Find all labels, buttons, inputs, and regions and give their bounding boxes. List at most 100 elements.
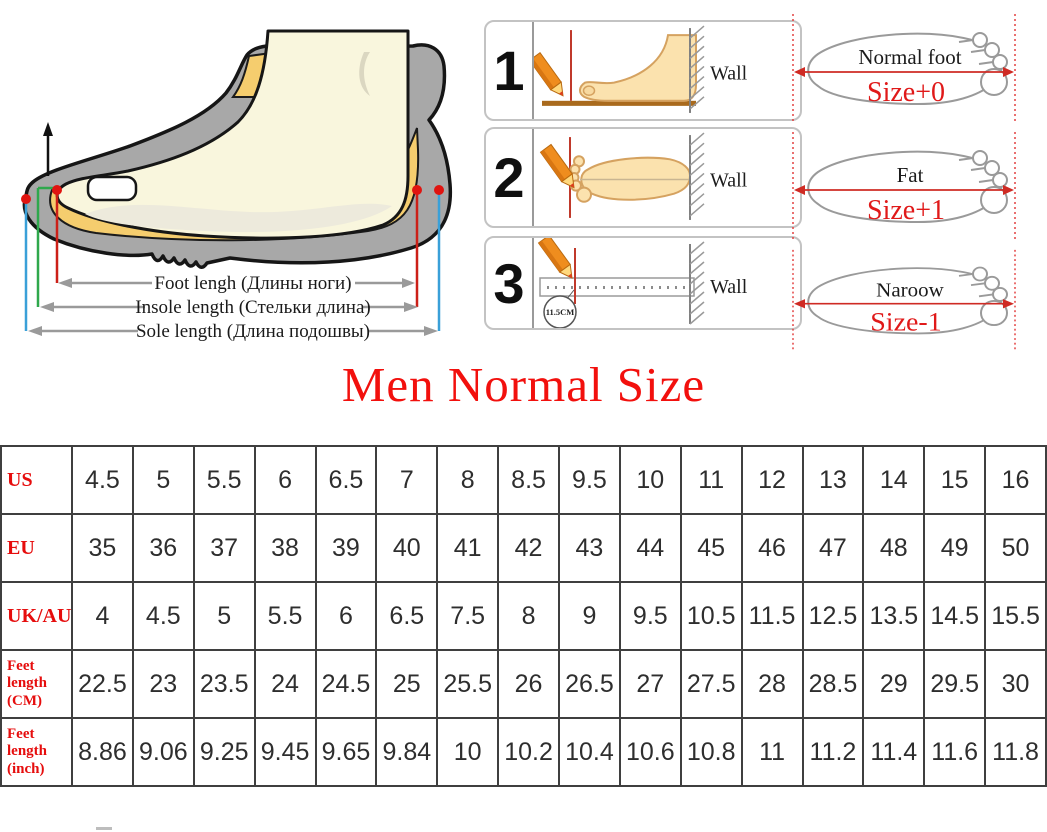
size-cell: 26.5 <box>558 649 621 719</box>
size-cell: 35 <box>71 513 134 583</box>
size-cell: 36 <box>131 513 195 583</box>
size-cell: 9.5 <box>618 581 682 651</box>
row-header: UK/AU <box>0 581 73 651</box>
wall-hatch-icon <box>689 241 705 325</box>
step-number: 3 <box>486 238 534 328</box>
insole-length-label: Insole length (Стельки длина) <box>135 297 370 318</box>
size-cell: 10.2 <box>497 717 560 787</box>
up-arrow-icon <box>43 122 53 136</box>
size-cell: 8.86 <box>71 717 134 787</box>
size-cell: 45 <box>679 513 743 583</box>
size-cell: 48 <box>862 513 926 583</box>
ruler <box>539 277 695 297</box>
size-cell: 42 <box>497 513 560 583</box>
size-cell: 6.5 <box>375 581 439 651</box>
size-cell: 22.5 <box>71 649 134 719</box>
size-cell: 10.4 <box>558 717 621 787</box>
foot-outline-icon <box>807 32 1008 106</box>
size-cell: 15 <box>923 445 987 515</box>
size-cell: 8 <box>436 445 500 515</box>
size-cell: 8 <box>497 581 560 651</box>
size-cell: 4 <box>71 581 134 651</box>
size-cell: 11.6 <box>923 717 987 787</box>
size-cell: 5.5 <box>253 581 317 651</box>
size-cell: 4.5 <box>71 445 134 515</box>
size-cell: 26 <box>497 649 560 719</box>
size-cell: 24.5 <box>314 649 378 719</box>
foot-type-name: Fat <box>897 163 924 187</box>
foot-type-size: Size-1 <box>870 308 941 337</box>
size-cell: 4.5 <box>131 581 195 651</box>
size-cell: 11 <box>679 445 743 515</box>
size-cell: 5.5 <box>192 445 256 515</box>
row-header: Feet length (CM) <box>0 649 73 719</box>
size-cell: 12 <box>740 445 804 515</box>
wall-hatch-icon <box>689 25 705 113</box>
size-cell: 25.5 <box>436 649 500 719</box>
size-cell: 12.5 <box>801 581 865 651</box>
size-cell: 11.2 <box>801 717 865 787</box>
size-cell: 37 <box>192 513 256 583</box>
size-cell: 8.5 <box>497 445 560 515</box>
row-header: Feet length (inch) <box>0 717 73 787</box>
size-cell: 13.5 <box>862 581 926 651</box>
foot-outline-icon <box>807 266 1008 335</box>
size-cell: 9.65 <box>314 717 378 787</box>
size-cell: 10.5 <box>679 581 743 651</box>
pencil-icon <box>537 238 573 279</box>
size-cell: 29 <box>862 649 926 719</box>
foot-type-name: Normal foot <box>858 45 961 69</box>
size-table: US 4.5 5 5.5 6 6.5 7 8 8.5 9.5 10 11 12 13 14 15 16 EU 35 3… <box>0 445 1047 787</box>
step-panel-3: 3 11.5CM Wall <box>484 236 802 330</box>
pencil-icon <box>534 51 564 97</box>
wall-label: Wall <box>710 63 748 85</box>
floor <box>542 100 696 106</box>
foot-type-narrow: Naroow Size-1 <box>788 248 1047 352</box>
size-cell: 7 <box>375 445 439 515</box>
cropped-text-artifact <box>96 827 112 830</box>
measurement-callout <box>543 295 577 328</box>
foot-type-name: Naroow <box>876 280 944 301</box>
pencil-icon <box>539 143 575 189</box>
size-cell: 11 <box>740 717 804 787</box>
size-cell: 9.84 <box>375 717 439 787</box>
size-cell: 30 <box>984 649 1047 719</box>
table-row: EU 35 36 37 38 39 40 41 42 43 44 45 46 47 48 49 50 <box>0 513 1047 583</box>
size-cell: 49 <box>923 513 987 583</box>
size-cell: 13 <box>801 445 865 515</box>
page-title: Men Normal Size <box>341 357 706 412</box>
size-cell: 14.5 <box>923 581 987 651</box>
shoe-measurement-diagram: Foot lengh (Длины ноги) Insole length (С… <box>21 29 453 342</box>
row-header: US <box>0 445 73 515</box>
size-cell: 5 <box>192 581 256 651</box>
size-cell: 39 <box>314 513 378 583</box>
step-number: 1 <box>486 22 534 119</box>
size-table-body: US 4.5 5 5.5 6 6.5 7 8 8.5 9.5 10 11 12 13 14 15 16 EU 35 3… <box>0 445 1047 787</box>
size-cell: 10.8 <box>679 717 743 787</box>
size-cell: 46 <box>740 513 804 583</box>
wall-hatch-icon <box>689 132 705 220</box>
table-row: Feet length (CM) 22.5 23 23.5 24 24.5 25 25.5 26… <box>0 649 1047 719</box>
size-cell: 27 <box>618 649 682 719</box>
size-cell: 28.5 <box>801 649 865 719</box>
foot-side-view <box>579 34 697 102</box>
size-cell: 6 <box>253 445 317 515</box>
table-row: US 4.5 5 5.5 6 6.5 7 8 8.5 9.5 10 11 12 13 14 15 16 <box>0 445 1047 515</box>
measurement-lines <box>21 122 444 331</box>
size-cell: 41 <box>436 513 500 583</box>
size-cell: 9.06 <box>131 717 195 787</box>
foot-type-size: Size+1 <box>867 195 945 226</box>
foot-length-label: Foot lengh (Длины ноги) <box>154 273 351 294</box>
size-cell: 9 <box>558 581 621 651</box>
size-cell: 38 <box>253 513 317 583</box>
wall-label: Wall <box>710 276 748 298</box>
size-cell: 9.25 <box>192 717 256 787</box>
size-cell: 43 <box>558 513 621 583</box>
size-cell: 5 <box>131 445 195 515</box>
size-cell: 27.5 <box>679 649 743 719</box>
size-cell: 44 <box>618 513 682 583</box>
size-cell: 6.5 <box>314 445 378 515</box>
size-cell: 24 <box>253 649 317 719</box>
step1-illustration: Wall <box>534 25 748 113</box>
